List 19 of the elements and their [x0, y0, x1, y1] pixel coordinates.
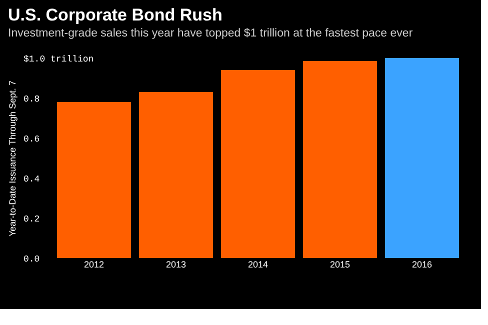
- y-tick-label: 0.2: [24, 214, 40, 224]
- x-tick-label: 2013: [166, 260, 186, 270]
- y-tick-label: 0.0: [24, 254, 40, 264]
- x-tick-label: 2014: [248, 260, 268, 270]
- bar: [221, 70, 295, 258]
- y-tick-label: $1.0 trillion: [24, 54, 94, 64]
- x-tick-label: 2012: [84, 260, 104, 270]
- bar: [303, 61, 377, 258]
- bar: [139, 92, 213, 258]
- y-tick-label: 0.4: [24, 174, 40, 184]
- y-tick-label: 0.6: [24, 134, 40, 144]
- bar: [57, 102, 131, 258]
- x-tick-label: 2015: [330, 260, 350, 270]
- y-tick-label: 0.8: [24, 94, 40, 104]
- bar: [385, 58, 459, 258]
- chart-subtitle: Investment-grade sales this year have topped $1 trillion at the fastest pace ever: [8, 28, 413, 40]
- chart-title: U.S. Corporate Bond Rush: [8, 6, 222, 24]
- x-tick-label: 2016: [412, 260, 432, 270]
- y-axis-title: Year-to-Date Issuance Through Sept. 7: [8, 80, 18, 237]
